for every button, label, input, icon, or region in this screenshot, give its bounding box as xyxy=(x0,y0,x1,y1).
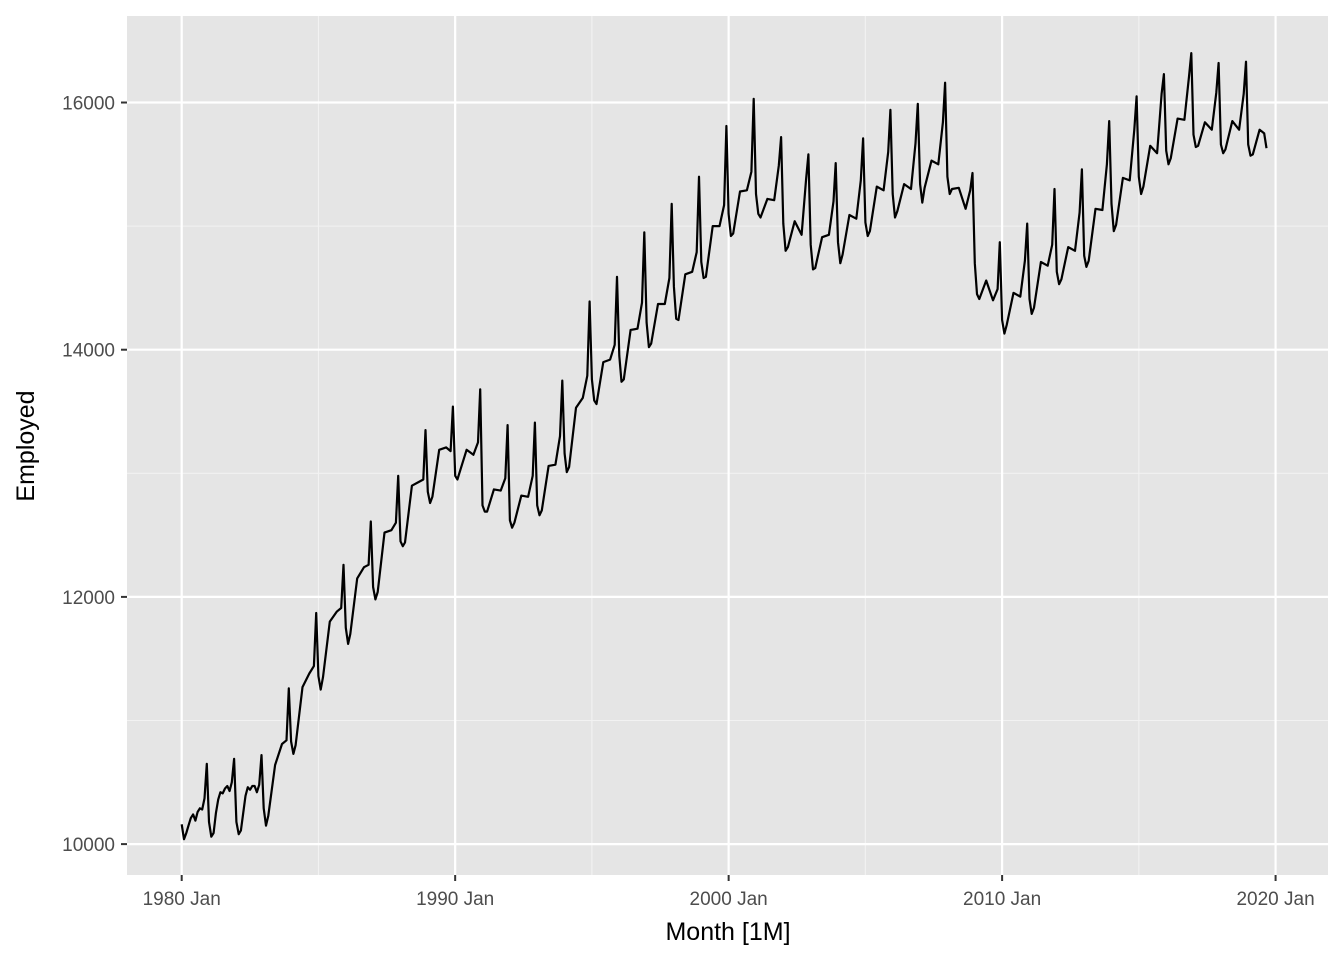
x-tick-label: 1990 Jan xyxy=(416,889,494,910)
employed-series-line xyxy=(180,52,1268,841)
y-tick-label: 14000 xyxy=(62,341,115,362)
major-gridlines xyxy=(127,16,1328,875)
x-tick-label: 2010 Jan xyxy=(963,889,1041,910)
y-tick-label: 12000 xyxy=(62,588,115,609)
y-tick-label: 16000 xyxy=(62,94,115,115)
y-tick-label: 10000 xyxy=(62,835,115,856)
x-axis-title: Month [1M] xyxy=(665,918,790,946)
minor-gridlines xyxy=(127,16,1328,875)
x-tick-label: 2020 Jan xyxy=(1236,889,1314,910)
y-axis: 10000 12000 14000 16000 xyxy=(62,94,127,856)
y-axis-title: Employed xyxy=(12,390,40,501)
x-tick-label: 1980 Jan xyxy=(143,889,221,910)
x-axis: 1980 Jan 1990 Jan 2000 Jan 2010 Jan 2020 Jan xyxy=(143,875,1315,910)
x-tick-label: 2000 Jan xyxy=(690,889,768,910)
